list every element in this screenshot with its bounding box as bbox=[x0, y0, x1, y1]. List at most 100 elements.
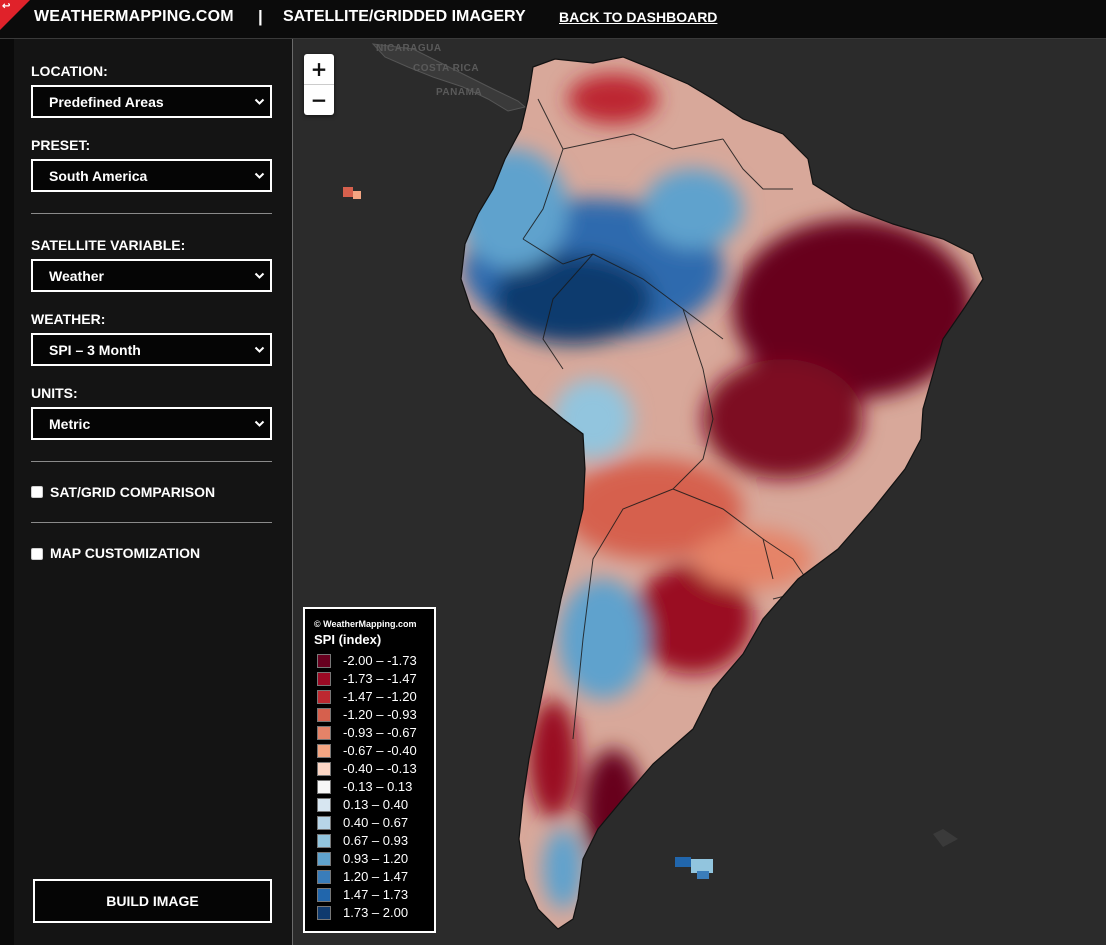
chevron-down-icon bbox=[254, 98, 265, 105]
legend-swatch bbox=[317, 726, 331, 740]
legend-item-label: 1.73 – 2.00 bbox=[343, 905, 409, 920]
brand-title[interactable]: WEATHERMAPPING.COM bbox=[34, 8, 234, 25]
legend-swatch bbox=[317, 654, 331, 668]
zoom-in-button[interactable]: + bbox=[310, 57, 328, 81]
legend-swatch bbox=[317, 870, 331, 884]
legend-swatch bbox=[317, 888, 331, 902]
legend-item-label: 1.20 – 1.47 bbox=[343, 869, 409, 884]
satellite-variable-label: SATELLITE VARIABLE: bbox=[31, 237, 186, 253]
legend-item: 1.73 – 2.00 bbox=[314, 903, 434, 921]
legend-swatch bbox=[317, 744, 331, 758]
legend-item-label: 0.13 – 0.40 bbox=[343, 797, 409, 812]
legend-item: -0.13 – 0.13 bbox=[314, 777, 434, 795]
legend-item: -1.73 – -1.47 bbox=[314, 669, 434, 687]
legend-item: -1.47 – -1.20 bbox=[314, 687, 434, 705]
map-legend: © WeatherMapping.com SPI (index) -2.00 –… bbox=[303, 607, 436, 933]
legend-items: -2.00 – -1.73 -1.73 – -1.47 -1.47 – -1.20 -… bbox=[314, 651, 434, 921]
satellite-variable-select[interactable]: Weather bbox=[31, 259, 272, 292]
falkland-islands bbox=[933, 829, 958, 847]
legend-item: 0.93 – 1.20 bbox=[314, 849, 434, 867]
corner-badge[interactable] bbox=[0, 0, 30, 30]
galapagos-raster bbox=[343, 187, 361, 199]
legend-swatch bbox=[317, 708, 331, 722]
build-image-button[interactable]: BUILD IMAGE bbox=[33, 879, 272, 923]
weather-label: WEATHER: bbox=[31, 311, 106, 327]
map-customization-checkbox[interactable] bbox=[31, 548, 43, 560]
legend-item-label: 0.93 – 1.20 bbox=[343, 851, 409, 866]
sidebar-edge bbox=[0, 39, 14, 945]
map-label-nicaragua: NICARAGUA bbox=[376, 43, 442, 54]
preset-label: PRESET: bbox=[31, 137, 91, 153]
location-label: LOCATION: bbox=[31, 63, 108, 79]
legend-item-label: -1.73 – -1.47 bbox=[343, 671, 417, 686]
legend-item-label: -1.47 – -1.20 bbox=[343, 689, 417, 704]
legend-item: -0.93 – -0.67 bbox=[314, 723, 434, 741]
chevron-down-icon bbox=[254, 172, 265, 179]
top-bar: ↩ WEATHERMAPPING.COM | SATELLITE/GRIDDED… bbox=[0, 0, 1106, 39]
country-borders bbox=[522, 98, 814, 740]
legend-swatch bbox=[317, 906, 331, 920]
preset-select[interactable]: South America bbox=[31, 159, 272, 192]
legend-swatch bbox=[317, 780, 331, 794]
legend-item: 1.20 – 1.47 bbox=[314, 867, 434, 885]
legend-item: -0.67 – -0.40 bbox=[314, 741, 434, 759]
map-view[interactable]: NICARAGUA COSTA RICA PANAMA + − © Weathe… bbox=[293, 39, 1106, 945]
section-title: SATELLITE/GRIDDED IMAGERY bbox=[283, 8, 526, 25]
location-select[interactable]: Predefined Areas bbox=[31, 85, 272, 118]
sat-grid-comparison-checkbox[interactable] bbox=[31, 486, 43, 498]
title-separator: | bbox=[258, 7, 263, 26]
back-to-dashboard-link[interactable]: BACK TO DASHBOARD bbox=[559, 9, 718, 25]
legend-item-label: -1.20 – -0.93 bbox=[343, 707, 417, 722]
legend-item-label: -0.93 – -0.67 bbox=[343, 725, 417, 740]
units-select[interactable]: Metric bbox=[31, 407, 272, 440]
chevron-down-icon bbox=[254, 272, 265, 279]
back-arrow-icon[interactable]: ↩ bbox=[2, 1, 11, 12]
units-label: UNITS: bbox=[31, 385, 78, 401]
legend-item: -2.00 – -1.73 bbox=[314, 651, 434, 669]
location-select-value: Predefined Areas bbox=[49, 94, 164, 110]
map-customization-label[interactable]: MAP CUSTOMIZATION bbox=[50, 545, 201, 561]
falkland-raster bbox=[675, 857, 713, 879]
central-america-landmass bbox=[371, 43, 527, 112]
legend-item: 0.40 – 0.67 bbox=[314, 813, 434, 831]
zoom-out-button[interactable]: − bbox=[304, 84, 334, 115]
chevron-down-icon bbox=[254, 346, 265, 353]
legend-item-label: -0.40 – -0.13 bbox=[343, 761, 417, 776]
chevron-down-icon bbox=[254, 420, 265, 427]
map-label-costa-rica: COSTA RICA bbox=[413, 63, 480, 74]
preset-select-value: South America bbox=[49, 168, 148, 184]
legend-item-label: 0.67 – 0.93 bbox=[343, 833, 409, 848]
legend-swatch bbox=[317, 852, 331, 866]
sidebar: LOCATION: Predefined Areas PRESET: South… bbox=[0, 39, 293, 945]
legend-swatch bbox=[317, 672, 331, 686]
legend-item: -1.20 – -0.93 bbox=[314, 705, 434, 723]
legend-copyright: © WeatherMapping.com bbox=[314, 619, 417, 629]
divider bbox=[31, 213, 272, 214]
legend-swatch bbox=[317, 690, 331, 704]
spi-raster bbox=[461, 57, 983, 929]
legend-item-label: 1.47 – 1.73 bbox=[343, 887, 409, 902]
legend-title: SPI (index) bbox=[314, 632, 382, 647]
zoom-control: + − bbox=[304, 54, 334, 115]
divider bbox=[31, 522, 272, 523]
map-canvas[interactable] bbox=[293, 39, 1106, 945]
legend-item: 0.13 – 0.40 bbox=[314, 795, 434, 813]
legend-item-label: 0.40 – 0.67 bbox=[343, 815, 409, 830]
units-select-value: Metric bbox=[49, 416, 91, 432]
legend-item: -0.40 – -0.13 bbox=[314, 759, 434, 777]
legend-item-label: -0.67 – -0.40 bbox=[343, 743, 417, 758]
legend-swatch bbox=[317, 834, 331, 848]
map-label-panama: PANAMA bbox=[436, 87, 483, 98]
legend-swatch bbox=[317, 798, 331, 812]
weather-select[interactable]: SPI – 3 Month bbox=[31, 333, 272, 366]
legend-swatch bbox=[317, 816, 331, 830]
legend-swatch bbox=[317, 762, 331, 776]
legend-item-label: -2.00 – -1.73 bbox=[343, 653, 417, 668]
divider bbox=[31, 461, 272, 462]
weather-select-value: SPI – 3 Month bbox=[49, 342, 141, 358]
satellite-variable-value: Weather bbox=[49, 268, 104, 284]
legend-item-label: -0.13 – 0.13 bbox=[343, 779, 413, 794]
sat-grid-comparison-label[interactable]: SAT/GRID COMPARISON bbox=[50, 484, 216, 500]
legend-item: 1.47 – 1.73 bbox=[314, 885, 434, 903]
legend-item: 0.67 – 0.93 bbox=[314, 831, 434, 849]
